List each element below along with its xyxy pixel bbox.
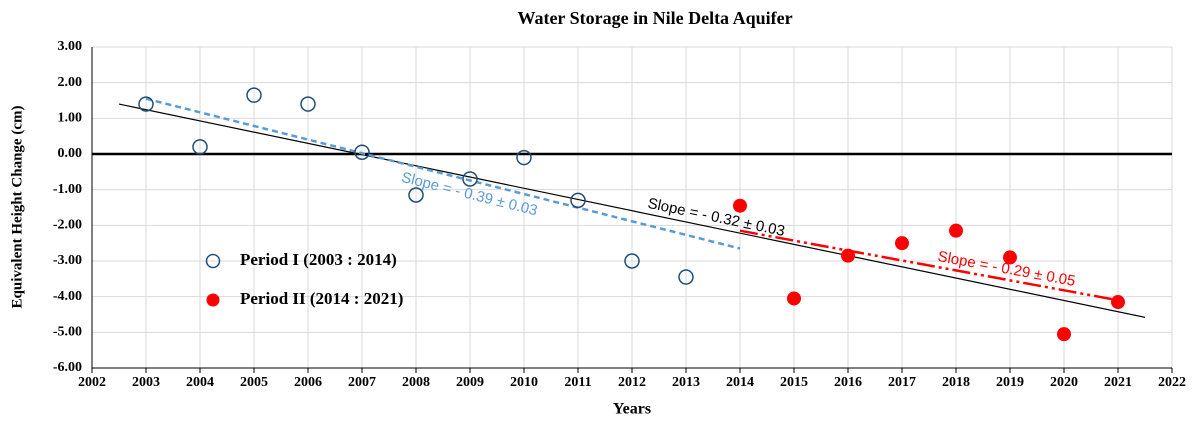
x-tick-label: 2004 bbox=[186, 375, 214, 390]
trend-line bbox=[145, 97, 741, 250]
x-tick-label: 2010 bbox=[510, 375, 538, 390]
data-point bbox=[678, 269, 694, 285]
y-tick-label: 1.00 bbox=[58, 111, 83, 126]
trend-line bbox=[739, 229, 1119, 302]
data-point bbox=[787, 291, 801, 306]
legend-label: Period II (2014 : 2021) bbox=[240, 289, 403, 308]
y-axis-label: Equivalent Height Change (cm) bbox=[9, 106, 25, 309]
data-point bbox=[246, 87, 262, 103]
x-tick-label: 2009 bbox=[456, 375, 484, 390]
x-tick-label: 2020 bbox=[1050, 375, 1078, 390]
y-tick-label: -6.00 bbox=[53, 360, 82, 375]
x-tick-label: 2008 bbox=[402, 375, 430, 390]
data-point bbox=[354, 144, 370, 160]
legend-label: Period I (2003 : 2014) bbox=[240, 250, 397, 269]
y-tick-label: -3.00 bbox=[53, 253, 82, 268]
x-tick-label: 2019 bbox=[996, 375, 1024, 390]
y-tick-label: 2.00 bbox=[58, 75, 83, 90]
data-point bbox=[895, 236, 909, 251]
x-tick-label: 2021 bbox=[1104, 375, 1132, 390]
data-point bbox=[1057, 327, 1071, 342]
data-point bbox=[192, 139, 208, 155]
x-tick-label: 2007 bbox=[348, 375, 376, 390]
y-tick-label: 0.00 bbox=[58, 146, 83, 161]
data-point bbox=[462, 171, 478, 187]
x-tick-label: 2022 bbox=[1158, 375, 1186, 390]
x-tick-label: 2005 bbox=[240, 375, 268, 390]
data-point bbox=[300, 96, 316, 112]
data-point bbox=[516, 149, 532, 166]
y-tick-label: -2.00 bbox=[53, 218, 82, 233]
x-tick-label: 2012 bbox=[618, 375, 646, 390]
data-point bbox=[949, 223, 963, 238]
data-point bbox=[841, 248, 855, 263]
legend-marker bbox=[206, 293, 220, 307]
x-tick-label: 2006 bbox=[294, 375, 322, 390]
chart-title: Water Storage in Nile Delta Aquifer bbox=[517, 8, 792, 28]
x-tick-label: 2002 bbox=[78, 375, 106, 390]
data-point bbox=[1111, 295, 1125, 310]
x-tick-label: 2013 bbox=[672, 375, 700, 390]
legend-marker bbox=[205, 253, 221, 269]
data-point bbox=[624, 253, 640, 269]
data-point bbox=[138, 96, 154, 112]
y-tick-label: -5.00 bbox=[53, 325, 82, 340]
y-tick-label: -1.00 bbox=[53, 182, 82, 197]
x-tick-label: 2003 bbox=[132, 375, 160, 390]
data-point bbox=[1003, 250, 1017, 265]
x-tick-label: 2011 bbox=[564, 375, 591, 390]
y-tick-label: 3.00 bbox=[58, 39, 83, 54]
data-point bbox=[570, 192, 586, 209]
y-tick-label: -4.00 bbox=[53, 289, 82, 304]
x-axis-label: Years bbox=[613, 401, 651, 418]
x-tick-label: 2018 bbox=[942, 375, 970, 390]
data-point bbox=[733, 198, 747, 213]
x-tick-label: 2016 bbox=[834, 375, 862, 390]
data-point bbox=[408, 187, 424, 203]
x-tick-label: 2017 bbox=[888, 375, 916, 390]
x-tick-label: 2014 bbox=[726, 375, 754, 390]
trend-line bbox=[118, 103, 1146, 318]
x-tick-label: 2015 bbox=[780, 375, 808, 390]
